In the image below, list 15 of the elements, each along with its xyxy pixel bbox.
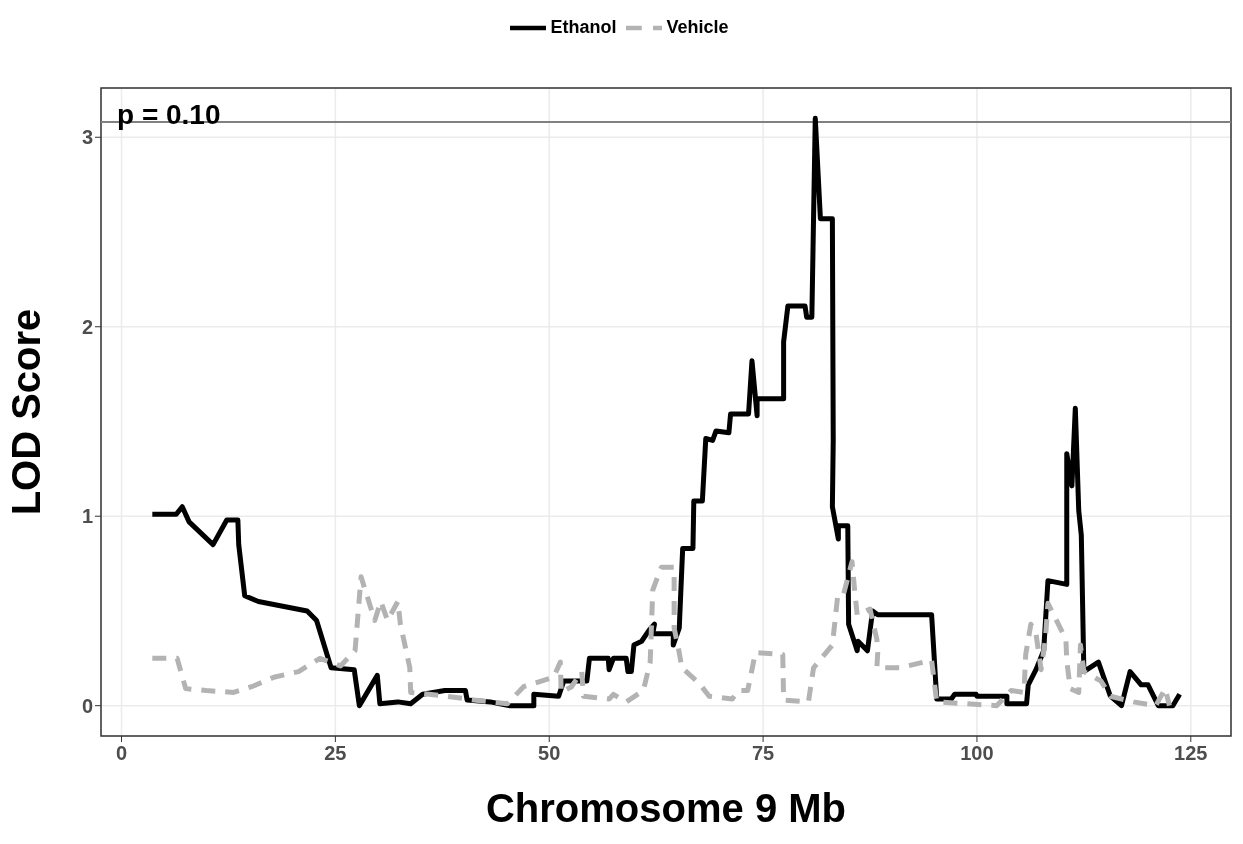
legend-label: Ethanol bbox=[550, 16, 617, 37]
x-tick-label: 75 bbox=[751, 742, 775, 765]
y-tick-label: 1 bbox=[81, 505, 93, 528]
y-axis-title: LOD Score bbox=[4, 308, 49, 516]
annotation: p = 0.10 bbox=[117, 98, 221, 130]
x-tick-label: 25 bbox=[324, 742, 347, 765]
legend-label: Vehicle bbox=[666, 16, 729, 37]
y-tick-label: 3 bbox=[81, 126, 93, 149]
x-tick-label: 125 bbox=[1174, 742, 1208, 765]
x-axis-title: Chromosome 9 Mb bbox=[485, 786, 847, 830]
x-tick-label: 0 bbox=[115, 742, 128, 765]
x-tick-label: 50 bbox=[538, 742, 561, 765]
y-tick-label: 0 bbox=[81, 694, 93, 717]
x-tick-label: 100 bbox=[960, 742, 994, 765]
y-tick-label: 2 bbox=[81, 315, 93, 338]
